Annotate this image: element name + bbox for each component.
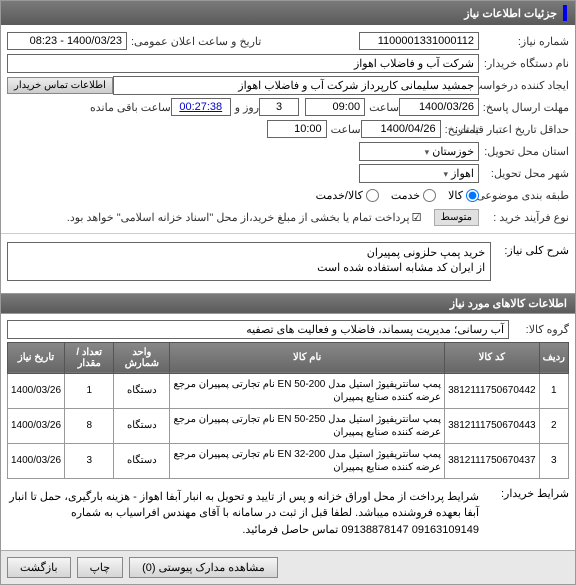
answer-date-field: 1400/03/26 — [399, 98, 479, 116]
table-cell: 1 — [65, 373, 114, 408]
table-cell: 3812111750670443 — [445, 408, 540, 443]
header-accent — [563, 5, 567, 21]
days-remain-field: 3 — [259, 98, 299, 116]
table-header: تعداد / مقدار — [65, 342, 114, 373]
attachments-button[interactable]: مشاهده مدارک پیوستی (0) — [129, 557, 278, 578]
buyer-org-label: نام دستگاه خریدار: — [479, 57, 569, 70]
footer-bar: مشاهده مدارک پیوستی (0) چاپ بازگشت — [1, 550, 575, 584]
goods-header: اطلاعات کالاهای مورد نیاز — [1, 293, 575, 314]
table-cell: 1400/03/26 — [8, 373, 65, 408]
radio-goods[interactable]: کالا — [448, 189, 479, 202]
table-cell: 1 — [539, 373, 568, 408]
answer-hour-field: 09:00 — [305, 98, 365, 116]
table-cell: دستگاه — [114, 408, 170, 443]
table-cell: پمپ سانتریفیوژ استیل مدل EN 50-200 نام ت… — [170, 373, 445, 408]
table-header: کد کالا — [445, 342, 540, 373]
table-cell: 2 — [539, 408, 568, 443]
goods-section: گروه کالا: آب رسانی؛ مدیریت پسماند، فاضل… — [1, 314, 575, 551]
table-cell: دستگاه — [114, 373, 170, 408]
buyer-terms-label: شرایط خریدار: — [479, 485, 569, 500]
city-field: اهواز ▾ — [359, 164, 479, 183]
buyer-terms-text: شرایط پرداخت از محل اوراق خزانه و پس از … — [7, 485, 479, 543]
table-cell: پمپ سانتریفیوژ استیل مدل EN 32-200 نام ت… — [170, 443, 445, 478]
radio-goods-service-input[interactable] — [366, 189, 379, 202]
desc-section: شرح کلی نیاز: خرید پمپ حلزونی پمپیراناز … — [1, 234, 575, 289]
proc-type-label: نوع فرآیند خرید : — [479, 211, 569, 224]
creator-field: جمشید سلیمانی کارپرداز شرکت آب و فاضلاب … — [113, 76, 479, 95]
pub-date-label: تاریخ و ساعت اعلان عمومی: — [127, 35, 261, 48]
table-header: واحد شمارش — [114, 342, 170, 373]
group-field: آب رسانی؛ مدیریت پسماند، فاضلاب و فعالیت… — [7, 320, 509, 339]
province-label: استان محل تحویل: — [479, 145, 569, 158]
table-cell: پمپ سانتریفیوژ استیل مدل EN 50-250 نام ت… — [170, 408, 445, 443]
table-header: نام کالا — [170, 342, 445, 373]
remain-label: ساعت باقی مانده — [86, 101, 171, 114]
payment-note: پرداخت تمام یا بخشی از مبلغ خرید،از محل … — [63, 211, 410, 224]
table-cell: 3812111750670442 — [445, 373, 540, 408]
check-icon: ☑ — [410, 210, 424, 224]
answer-deadline-label: مهلت ارسال پاسخ: — [479, 101, 569, 114]
main-container: جزئیات اطلاعات نیاز شماره نیاز: 11000013… — [0, 0, 576, 585]
chevron-down-icon: ▾ — [443, 169, 448, 179]
need-number-label: شماره نیاز: — [479, 35, 569, 48]
desc-text: خرید پمپ حلزونی پمپیراناز ایران کد مشابه… — [7, 242, 491, 281]
print-button[interactable]: چاپ — [77, 557, 124, 578]
creator-label: ایجاد کننده درخواست: — [479, 79, 569, 92]
chevron-down-icon: ▾ — [425, 147, 430, 157]
radio-goods-service[interactable]: کالا/خدمت — [316, 189, 379, 202]
header-title: جزئیات اطلاعات نیاز — [464, 7, 557, 20]
buyer-org-field: شرکت آب و فاضلاب اهواز — [7, 54, 479, 73]
table-row: 33812111750670437پمپ سانتریفیوژ استیل مد… — [8, 443, 569, 478]
valid-hour-field: 10:00 — [267, 120, 327, 138]
table-cell: 8 — [65, 408, 114, 443]
province-field: خوزستان ▾ — [359, 142, 479, 161]
budget-radio-group: کالا خدمت کالا/خدمت — [316, 189, 479, 202]
panel-header: جزئیات اطلاعات نیاز — [1, 1, 575, 25]
form-section: شماره نیاز: 1100001331000112 تاریخ و ساع… — [1, 25, 575, 234]
table-cell: 1400/03/26 — [8, 408, 65, 443]
hour-label-2: ساعت — [327, 123, 361, 136]
back-button[interactable]: بازگشت — [7, 557, 71, 578]
radio-goods-input[interactable] — [466, 189, 479, 202]
table-header: تاریخ نیاز — [8, 342, 65, 373]
proc-type-field: متوسط — [434, 209, 479, 226]
pub-date-field: 1400/03/23 - 08:23 — [7, 32, 127, 50]
group-label: گروه کالا: — [509, 323, 569, 336]
table-header: ردیف — [539, 342, 568, 373]
contact-button[interactable]: اطلاعات تماس خریدار — [7, 77, 113, 94]
budget-label: طبقه بندی موضوعی: — [479, 189, 569, 202]
hour-label-1: ساعت — [365, 101, 399, 114]
table-cell: 3 — [65, 443, 114, 478]
to-date-label: تا تاریخ: — [441, 123, 479, 136]
table-cell: دستگاه — [114, 443, 170, 478]
valid-label: حداقل تاریخ اعتبار قیمت: — [479, 123, 569, 136]
desc-label: شرح کلی نیاز: — [491, 242, 569, 257]
city-label: شهر محل تحویل: — [479, 167, 569, 180]
time-remain-field: 00:27:38 — [171, 98, 231, 116]
table-cell: 1400/03/26 — [8, 443, 65, 478]
radio-service[interactable]: خدمت — [391, 189, 436, 202]
valid-date-field: 1400/04/26 — [361, 120, 441, 138]
table-row: 23812111750670443پمپ سانتریفیوژ استیل مد… — [8, 408, 569, 443]
radio-service-input[interactable] — [423, 189, 436, 202]
day-word: روز و — [231, 101, 259, 114]
need-number-field: 1100001331000112 — [359, 32, 479, 50]
table-cell: 3812111750670437 — [445, 443, 540, 478]
table-row: 13812111750670442پمپ سانتریفیوژ استیل مد… — [8, 373, 569, 408]
table-cell: 3 — [539, 443, 568, 478]
goods-table: ردیفکد کالانام کالاواحد شمارشتعداد / مقد… — [7, 342, 569, 479]
